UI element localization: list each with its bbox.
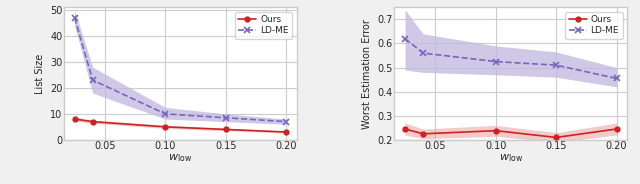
LD-ME [89, 79, 97, 81]
Ours [492, 130, 500, 132]
LD-ME [419, 52, 427, 54]
LD-ME [161, 113, 169, 115]
LD-ME [71, 17, 79, 19]
Line: Ours: Ours [72, 117, 289, 135]
Line: LD-ME: LD-ME [71, 14, 290, 125]
Ours [89, 121, 97, 123]
Legend: Ours, LD-ME: Ours, LD-ME [235, 12, 292, 39]
X-axis label: $w_{\mathrm{low}}$: $w_{\mathrm{low}}$ [168, 153, 193, 164]
LD-ME [492, 61, 500, 63]
LD-ME [222, 117, 230, 119]
X-axis label: $w_{\mathrm{low}}$: $w_{\mathrm{low}}$ [499, 153, 523, 164]
LD-ME [401, 38, 409, 40]
Ours [71, 118, 79, 120]
LD-ME [612, 77, 620, 79]
LD-ME [282, 121, 290, 123]
Line: LD-ME: LD-ME [401, 35, 620, 82]
Legend: Ours, LD-ME: Ours, LD-ME [565, 12, 623, 39]
Ours [401, 128, 409, 130]
Ours [419, 133, 427, 135]
Ours [552, 136, 560, 139]
Y-axis label: List Size: List Size [35, 54, 45, 94]
Line: Ours: Ours [403, 127, 619, 140]
Ours [612, 128, 620, 130]
LD-ME [552, 64, 560, 66]
Y-axis label: Worst Estimation Error: Worst Estimation Error [362, 19, 372, 129]
Ours [222, 128, 230, 131]
Ours [161, 126, 169, 128]
Ours [282, 131, 290, 133]
